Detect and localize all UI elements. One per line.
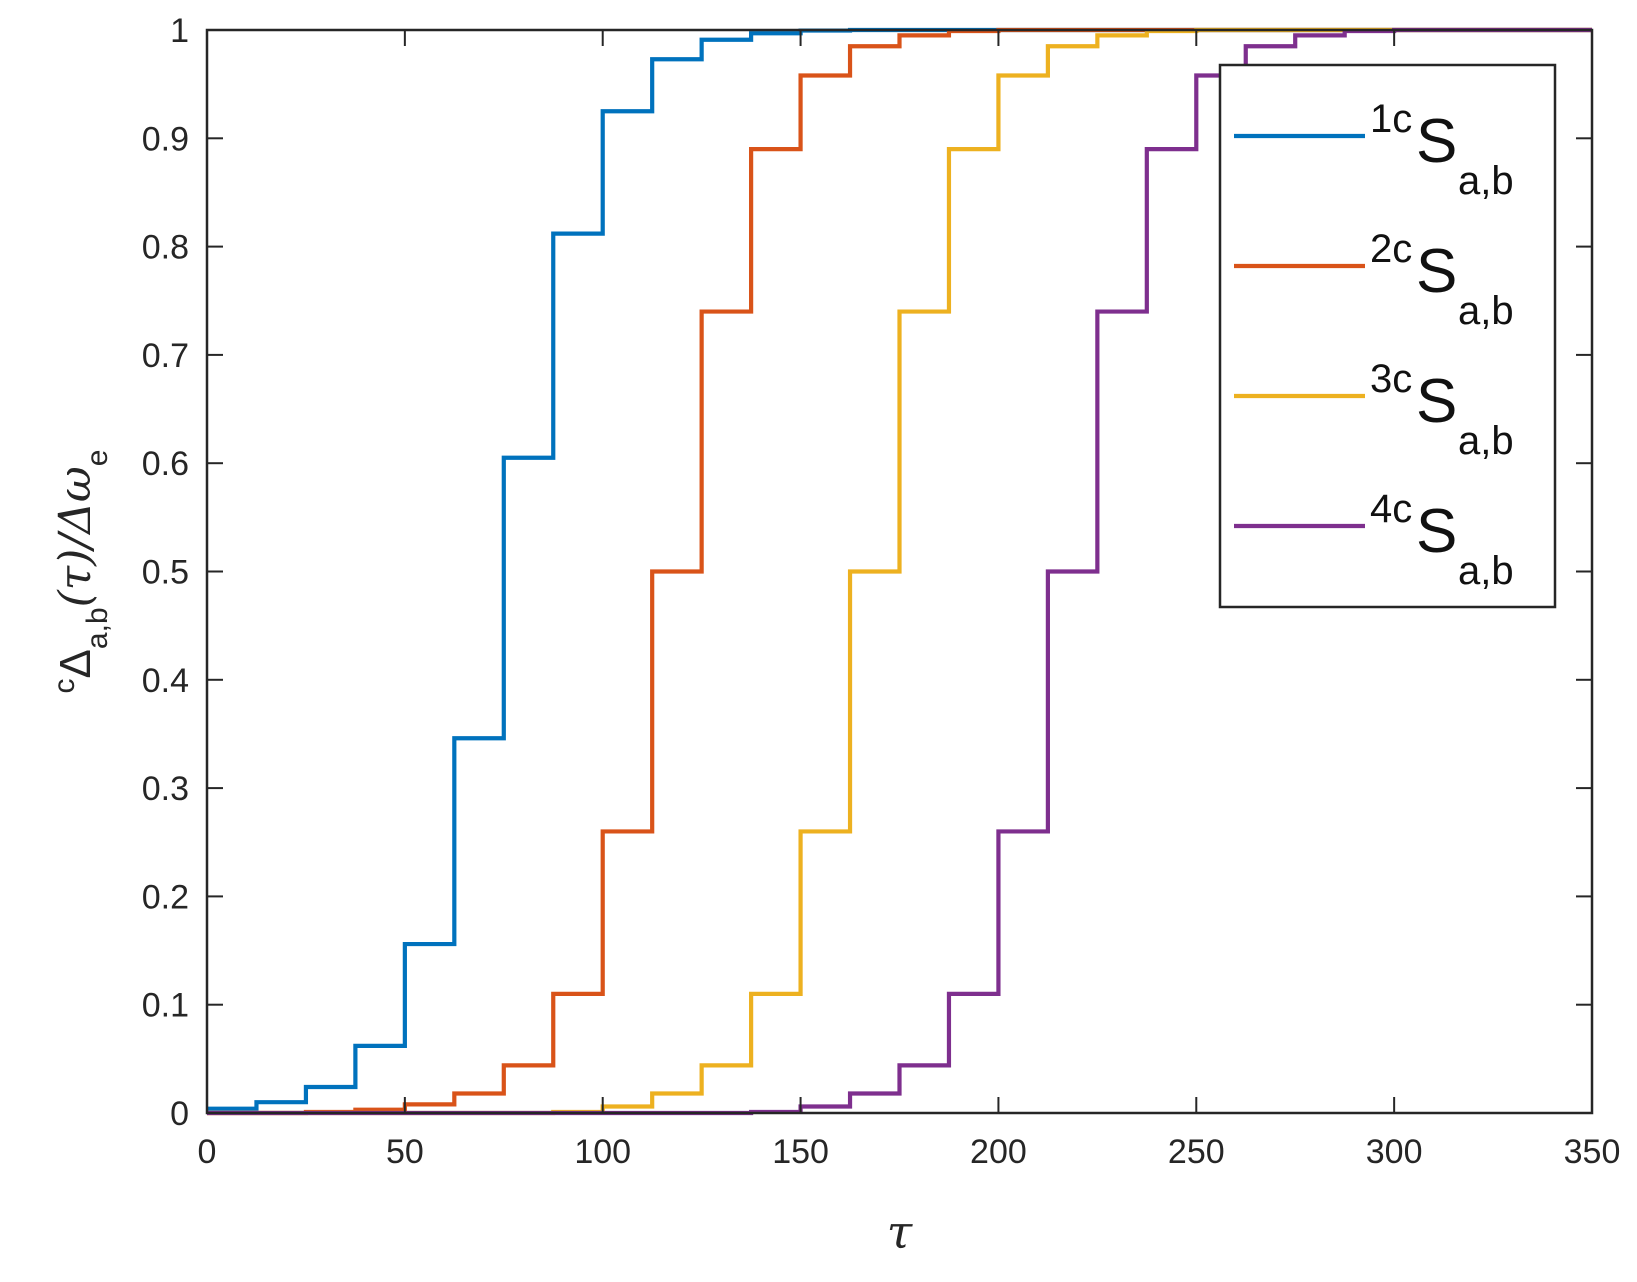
- y-label-sub: a,b: [81, 607, 114, 649]
- legend-label-sup: 3c: [1370, 357, 1412, 401]
- series-line-2: [207, 27, 1592, 1116]
- y-tick-label: 1: [170, 12, 189, 50]
- y-tick-label: 0.1: [142, 987, 189, 1025]
- legend-item-4: 4c Sa,b: [1234, 487, 1514, 593]
- svg-text:cΔa,b(τ)/Δωe: cΔa,b(τ)/Δωe: [48, 450, 114, 694]
- x-tick-label: 50: [386, 1133, 424, 1171]
- legend-label-sub: a,b: [1458, 159, 1514, 203]
- y-tick-label: 0: [170, 1095, 189, 1133]
- legend-item-3: 3c Sa,b: [1234, 357, 1514, 463]
- y-tick-label: 0.9: [142, 120, 189, 158]
- legend: 1c Sa,b2c Sa,b3c Sa,b4c Sa,b: [1218, 63, 1557, 609]
- legend-label-sub: a,b: [1458, 419, 1514, 463]
- legend-label-main: S: [1416, 237, 1457, 306]
- y-tick-label: 0.5: [142, 554, 189, 592]
- legend-label-sup: 1c: [1370, 97, 1412, 141]
- legend-label-sub: a,b: [1458, 289, 1514, 333]
- legend-label-sup: 2c: [1370, 227, 1412, 271]
- x-axis-label: τ: [887, 1205, 914, 1259]
- x-tick-label: 150: [772, 1133, 829, 1171]
- x-tick-label: 200: [970, 1133, 1027, 1171]
- y-tick-label: 0.3: [142, 770, 189, 808]
- y-axis-label: cΔa,b(τ)/Δωe: [48, 450, 114, 694]
- x-tick-label: 300: [1366, 1133, 1423, 1171]
- y-label-sub2: e: [81, 450, 114, 467]
- x-tick-label: 0: [198, 1133, 217, 1171]
- x-tick-label: 350: [1564, 1133, 1621, 1171]
- legend-label-main: S: [1416, 367, 1457, 436]
- y-tick-label: 0.8: [142, 229, 189, 267]
- x-tick-label: 100: [574, 1133, 631, 1171]
- legend-label-main: S: [1416, 107, 1457, 176]
- legend-label-sup: 4c: [1370, 487, 1412, 531]
- axes-layer: 0 50 100 150 200 250 300 350 0 0.1 0.2 0.3 0.4 0.5 0.6…: [142, 12, 1621, 1171]
- y-label-rest: (τ)/Δω: [50, 466, 101, 607]
- x-tick-label: 250: [1168, 1133, 1225, 1171]
- legend-box: [1218, 63, 1557, 609]
- y-tick-label: 0.2: [142, 878, 189, 916]
- y-label-main: Δ: [51, 649, 100, 678]
- legend-item-2: 2c Sa,b: [1234, 227, 1514, 333]
- y-label-sup: c: [48, 678, 81, 693]
- legend-item-1: 1c Sa,b: [1234, 97, 1514, 203]
- legend-label-main: S: [1416, 497, 1457, 566]
- legend-label-sub: a,b: [1458, 549, 1514, 593]
- y-tick-label: 0.4: [142, 662, 189, 700]
- y-tick-label: 0.7: [142, 337, 189, 375]
- y-tick-label: 0.6: [142, 445, 189, 483]
